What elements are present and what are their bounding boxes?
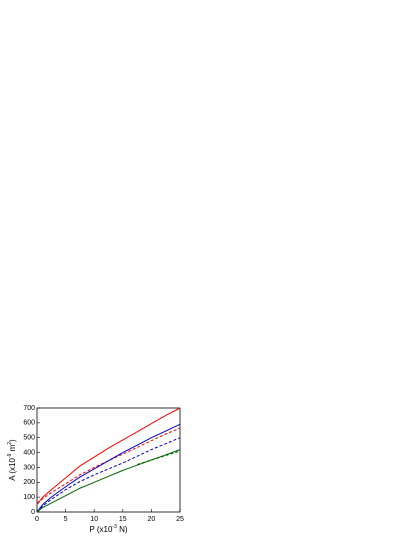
y-tick-label: 600 bbox=[23, 420, 35, 427]
x-axis-label-part: P (x10 bbox=[89, 525, 113, 534]
y-tick-label: 0 bbox=[31, 509, 35, 516]
y-tick-label: 100 bbox=[23, 494, 35, 501]
y-tick-label: 500 bbox=[23, 435, 35, 442]
x-tick-label: 15 bbox=[119, 516, 127, 523]
series-line bbox=[36, 427, 181, 504]
y-axis-label-part: m bbox=[8, 444, 17, 453]
x-tick-label: 0 bbox=[35, 516, 39, 523]
x-axis-label-part: -3 bbox=[112, 524, 117, 530]
plot-frame bbox=[36, 407, 181, 513]
y-tick-label: 700 bbox=[23, 405, 35, 412]
y-axis-label-part: -9 bbox=[7, 453, 13, 458]
x-axis-label-part: N) bbox=[117, 525, 128, 534]
series-line bbox=[136, 450, 181, 465]
series-line bbox=[36, 423, 181, 513]
y-tick-label: 200 bbox=[23, 479, 35, 486]
y-tick-label: 400 bbox=[23, 449, 35, 456]
x-tick-label: 5 bbox=[64, 516, 68, 523]
series-line bbox=[36, 407, 181, 505]
y-axis-label-part: ) bbox=[8, 439, 17, 442]
y-axis-label-part: A (x10 bbox=[8, 458, 17, 481]
x-axis-label: P (x10-3 N) bbox=[89, 524, 127, 534]
series-line bbox=[36, 437, 181, 513]
y-axis-label-part: 2 bbox=[7, 442, 13, 445]
x-tick-label: 10 bbox=[90, 516, 98, 523]
x-tick-label: 20 bbox=[148, 516, 156, 523]
series-line bbox=[36, 449, 181, 513]
x-tick-label: 25 bbox=[176, 516, 184, 523]
y-axis-label: A (x10-9 m2) bbox=[7, 439, 17, 481]
y-tick-label: 300 bbox=[23, 464, 35, 471]
